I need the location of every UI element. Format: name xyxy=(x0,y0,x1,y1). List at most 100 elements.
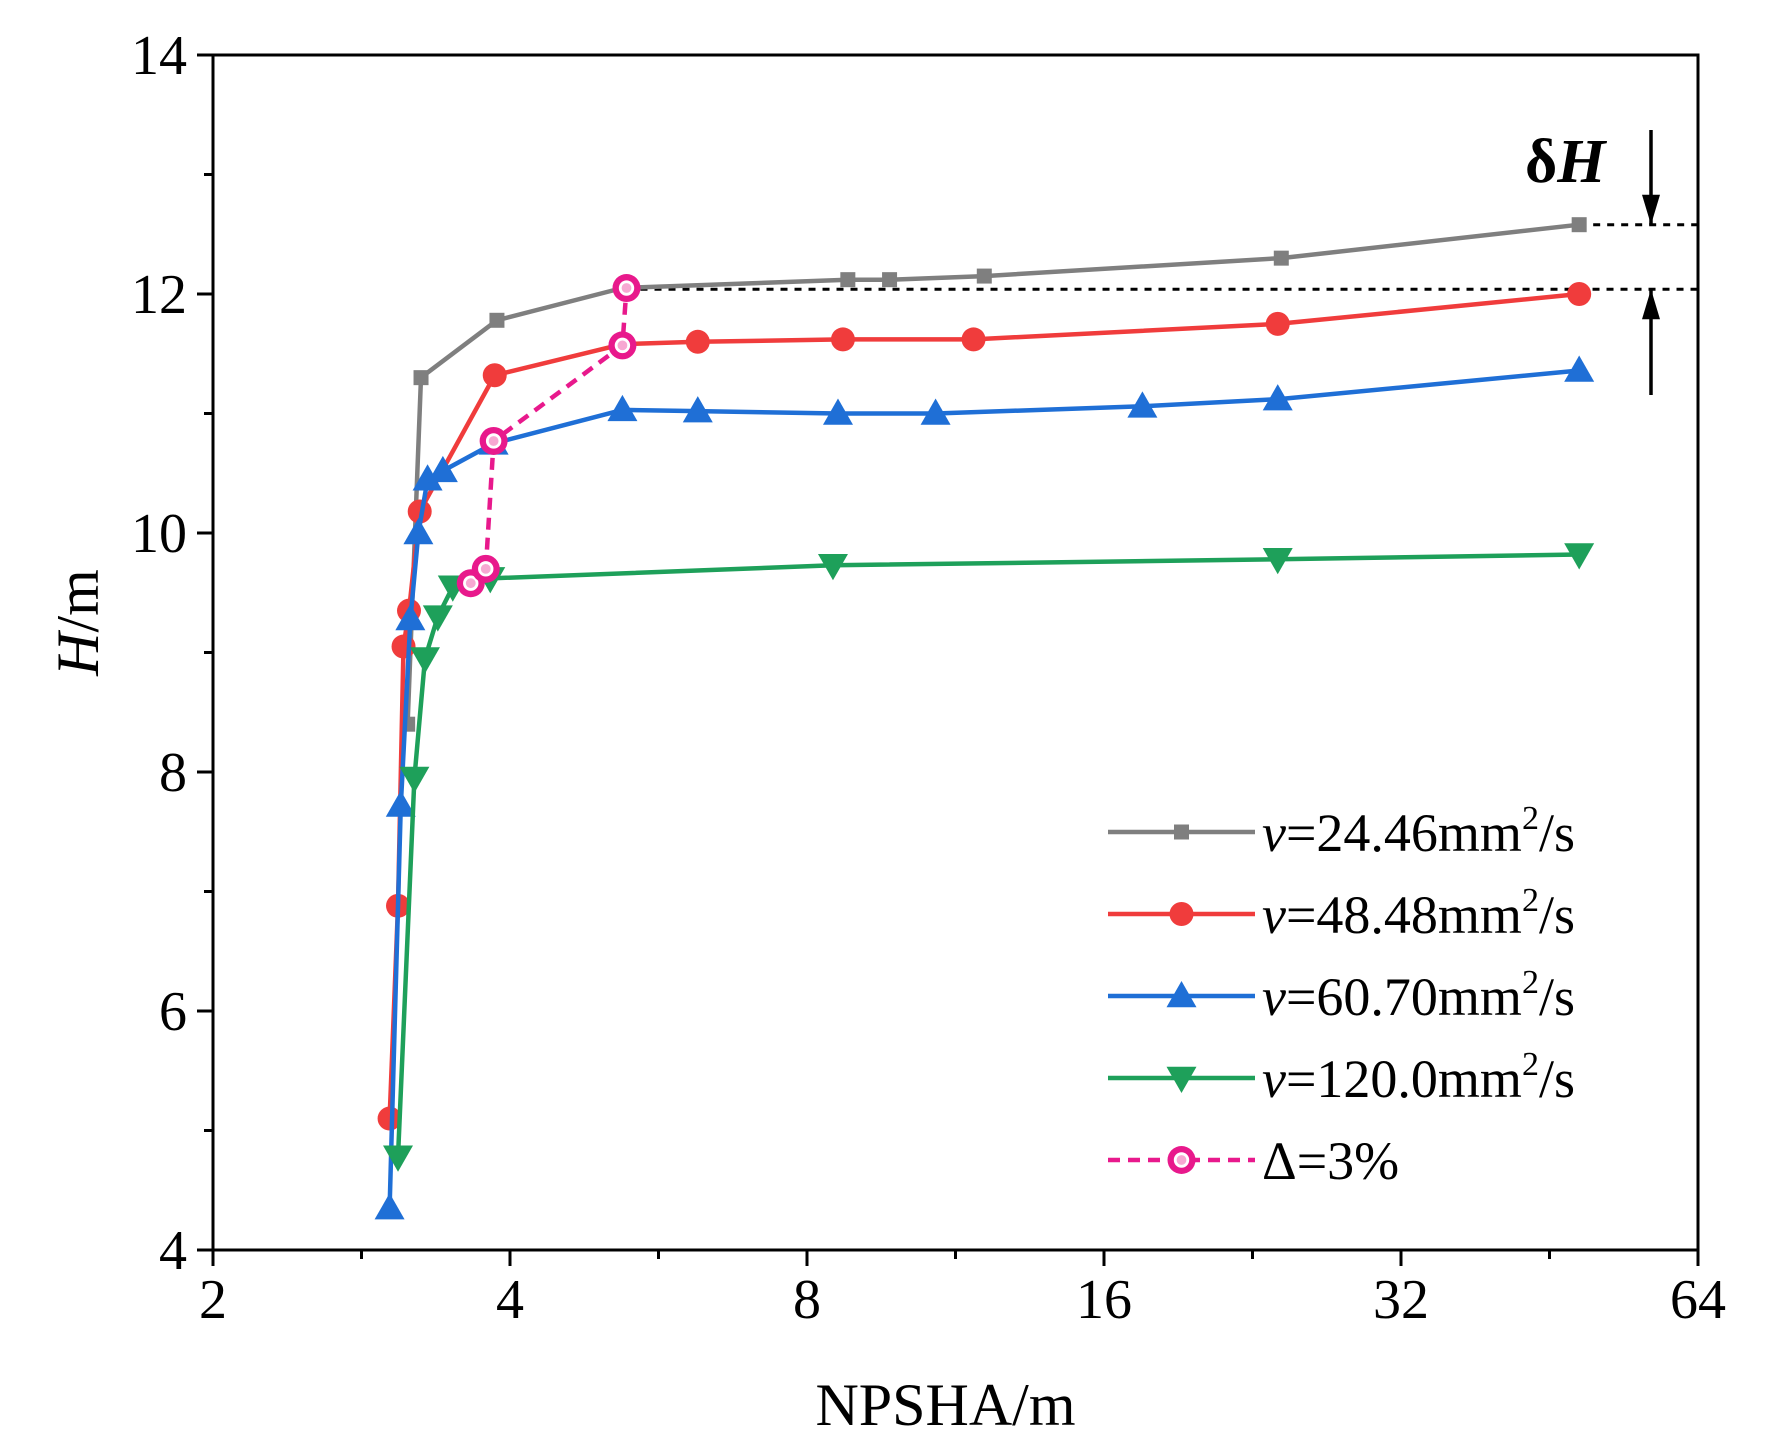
series-2-point-8 xyxy=(682,396,713,423)
legend-marker-2 xyxy=(1166,981,1197,1008)
delta-h-label-symbol: δ xyxy=(1525,128,1557,196)
legend: v=24.46mm2/sv=48.48mm2/sv=60.70mm2/sv=12… xyxy=(1108,800,1575,1191)
series-1-point-11 xyxy=(1567,282,1592,306)
legend-item-3: v=120.0mm2/s xyxy=(1108,1046,1575,1109)
legend-label-sup-2: 2 xyxy=(1522,964,1539,1001)
legend-label-main-4: Δ=3% xyxy=(1262,1131,1399,1191)
series-3-point-7 xyxy=(1262,548,1293,575)
legend-label-0: v=24.46mm2/s xyxy=(1262,800,1575,863)
delta-h-label: δH xyxy=(1525,128,1607,196)
series-2-point-7 xyxy=(607,394,638,422)
series-1-point-0 xyxy=(377,1106,402,1131)
series-3-point-2 xyxy=(409,647,440,674)
series-0-point-8 xyxy=(1571,217,1587,233)
series-1-point-5 xyxy=(482,363,507,388)
x-tick-label-1: 4 xyxy=(496,1269,524,1331)
y-tick-label-3: 10 xyxy=(131,503,187,565)
legend-label-suffix-0: /s xyxy=(1539,803,1575,863)
legend-item-0: v=24.46mm2/s xyxy=(1108,800,1575,863)
series-line-2 xyxy=(387,368,1580,1209)
legend-label-suffix-3: /s xyxy=(1539,1049,1575,1109)
y-tick-label-0: 4 xyxy=(159,1220,187,1282)
legend-label-main-0: =24.46mm xyxy=(1286,803,1522,863)
legend-item-1: v=48.48mm2/s xyxy=(1108,882,1575,945)
legend-marker-1 xyxy=(1169,902,1194,926)
x-tick-label-4: 32 xyxy=(1373,1269,1429,1331)
legend-label-prefix-0: v xyxy=(1262,803,1286,863)
x-axis-title: NPSHA/m xyxy=(815,1372,1075,1438)
series-layer xyxy=(374,217,1595,1220)
series-4-point-2 xyxy=(479,426,508,455)
series-4-point-4 xyxy=(612,274,641,303)
series-4-point-0-core xyxy=(465,578,476,589)
series-2-point-1 xyxy=(385,790,416,817)
series-4 xyxy=(456,274,641,598)
legend-marker-4-core xyxy=(1176,1155,1187,1165)
legend-label-prefix-1: v xyxy=(1262,885,1286,945)
series-4-point-3-core xyxy=(617,340,628,351)
series-1-point-9 xyxy=(961,327,986,352)
legend-marker-4 xyxy=(1167,1146,1196,1174)
series-0-point-4 xyxy=(840,272,856,288)
legend-item-4: Δ=3% xyxy=(1108,1131,1399,1191)
x-tick-label-0: 2 xyxy=(199,1269,227,1331)
legend-label-sup-1: 2 xyxy=(1522,882,1539,919)
legend-label-2: v=60.70mm2/s xyxy=(1262,964,1575,1027)
y-axis-title-unit: /m xyxy=(45,569,111,632)
series-1-point-2 xyxy=(391,634,416,659)
legend-label-main-3: =120.0mm xyxy=(1286,1049,1522,1109)
series-0-point-1 xyxy=(413,370,429,386)
series-2 xyxy=(374,355,1595,1220)
series-2-point-12 xyxy=(1262,384,1293,411)
series-2-point-4 xyxy=(412,464,443,491)
series-0-point-2 xyxy=(489,312,505,328)
series-0-point-6 xyxy=(976,268,992,284)
series-2-point-5 xyxy=(427,455,458,483)
y-axis-title-italic: H xyxy=(45,629,111,677)
series-2-point-9 xyxy=(822,398,853,425)
series-3-point-6 xyxy=(817,554,848,581)
legend-label-suffix-2: /s xyxy=(1539,967,1575,1027)
legend-item-2: v=60.70mm2/s xyxy=(1108,964,1575,1027)
series-4-point-4-core xyxy=(621,283,632,293)
series-line-1 xyxy=(387,291,1580,1119)
legend-label-sup-0: 2 xyxy=(1522,800,1539,837)
reference-lines xyxy=(626,223,1698,291)
series-2-point-0 xyxy=(374,1193,405,1220)
series-4-point-3 xyxy=(608,331,637,360)
legend-label-1: v=48.48mm2/s xyxy=(1262,882,1575,945)
series-2-point-10 xyxy=(920,398,951,425)
series-2-point-3 xyxy=(403,518,434,545)
annotation-layer: δH xyxy=(1525,128,1660,395)
series-0-point-7 xyxy=(1273,250,1289,266)
y-axis-title: H/m xyxy=(45,569,111,677)
series-3-point-0 xyxy=(383,1145,414,1172)
series-4-point-2-core xyxy=(488,436,499,446)
series-2-point-11 xyxy=(1127,391,1158,418)
y-tick-label-2: 8 xyxy=(159,742,187,804)
legend-label-main-1: =48.48mm xyxy=(1286,885,1522,945)
series-1-point-8 xyxy=(830,327,855,352)
series-0 xyxy=(400,217,1587,732)
y-tick-label-4: 12 xyxy=(131,264,187,326)
y-tick-label-1: 6 xyxy=(159,981,187,1043)
legend-marker-3 xyxy=(1166,1066,1197,1093)
series-1-point-7 xyxy=(685,329,710,354)
legend-label-prefix-3: v xyxy=(1262,1049,1286,1109)
legend-label-main-2: =60.70mm xyxy=(1286,967,1522,1027)
series-1-point-10 xyxy=(1265,311,1290,336)
series-2-point-2 xyxy=(395,604,426,631)
delta-h-label-italic: H xyxy=(1556,128,1607,196)
series-1-point-4 xyxy=(407,499,432,524)
legend-label-4: Δ=3% xyxy=(1262,1131,1399,1191)
series-4-point-1 xyxy=(471,554,500,583)
legend-label-sup-3: 2 xyxy=(1522,1046,1539,1083)
y-tick-label-5: 14 xyxy=(131,25,187,87)
legend-label-suffix-1: /s xyxy=(1539,885,1575,945)
series-3-point-8 xyxy=(1564,543,1595,570)
x-tick-label-5: 64 xyxy=(1670,1269,1726,1331)
x-tick-label-3: 16 xyxy=(1076,1269,1132,1331)
